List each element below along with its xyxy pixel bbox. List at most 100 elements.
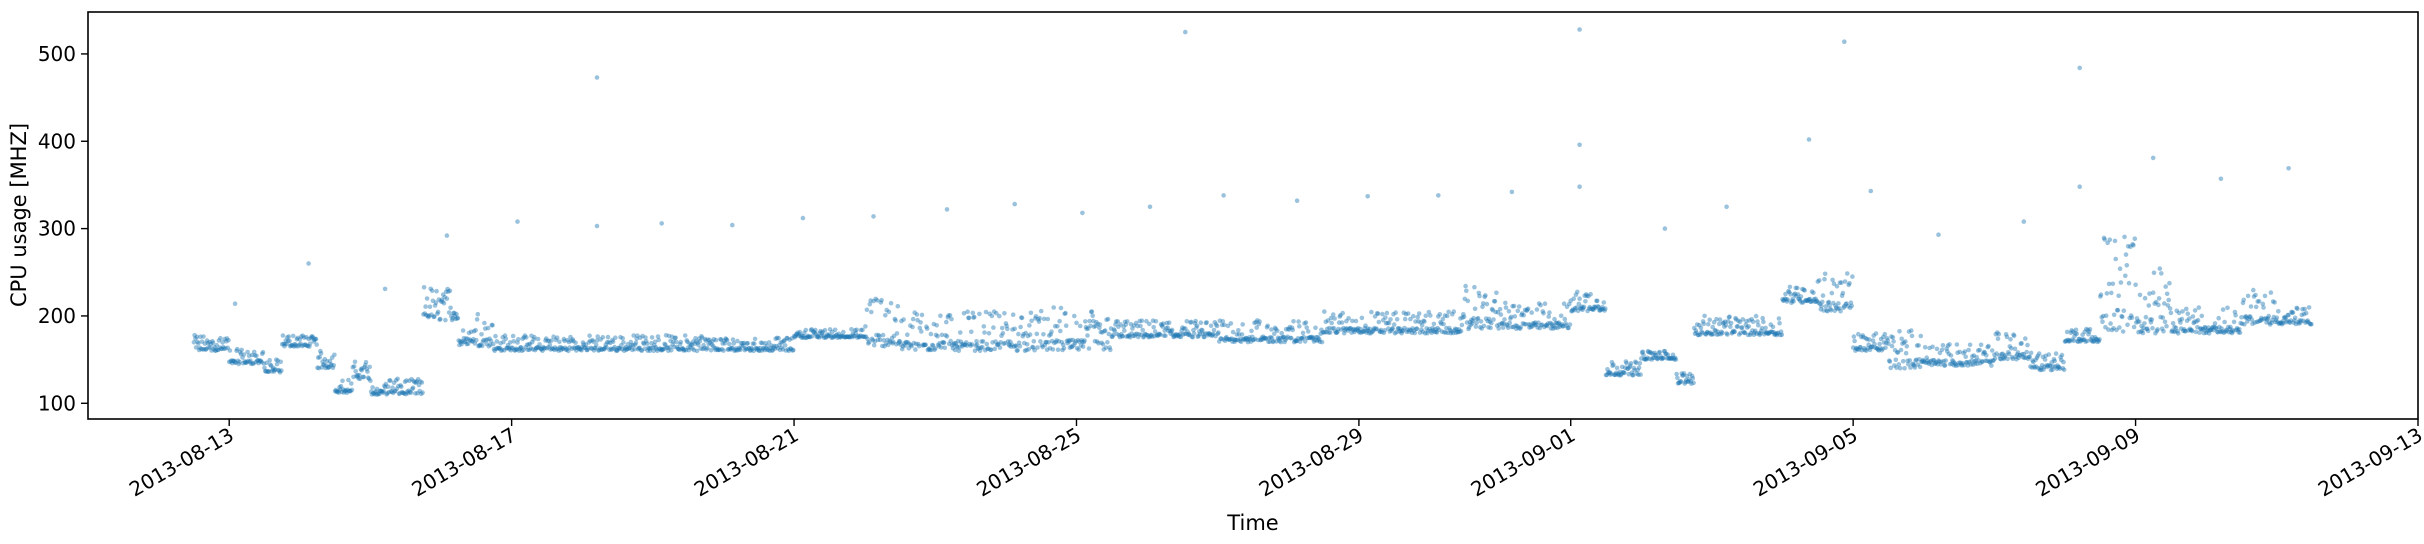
data-point xyxy=(737,346,742,352)
data-point xyxy=(939,332,945,338)
data-point xyxy=(1180,325,1185,330)
data-point xyxy=(2175,331,2181,336)
data-point xyxy=(1313,325,1318,331)
data-point xyxy=(1131,323,1137,328)
data-point xyxy=(245,349,250,355)
data-point xyxy=(1657,349,1662,355)
data-point xyxy=(512,348,517,353)
data-point xyxy=(1262,335,1268,341)
data-point xyxy=(2081,337,2086,342)
data-point xyxy=(2062,339,2068,344)
data-point xyxy=(1697,322,1702,328)
data-point xyxy=(1526,322,1532,327)
data-point xyxy=(781,338,787,344)
data-point xyxy=(1518,325,1523,330)
data-point xyxy=(514,347,520,352)
data-point xyxy=(1205,331,1210,336)
data-point xyxy=(1782,296,1788,302)
data-point xyxy=(1340,310,1345,316)
data-point xyxy=(502,333,508,338)
data-point xyxy=(362,365,367,370)
data-point xyxy=(1111,332,1116,338)
data-point xyxy=(1038,339,1043,344)
data-point xyxy=(1274,339,1279,344)
data-point xyxy=(1316,336,1322,342)
data-point xyxy=(1659,356,1665,362)
data-point xyxy=(1964,359,1969,365)
data-point xyxy=(1575,308,1581,314)
data-point xyxy=(339,389,345,395)
data-point xyxy=(1158,332,1163,338)
data-point xyxy=(617,346,623,351)
data-point xyxy=(1453,330,1459,336)
data-point xyxy=(1516,304,1522,309)
data-point xyxy=(1178,334,1184,340)
data-point xyxy=(1380,311,1385,317)
data-point xyxy=(1739,325,1744,331)
data-point xyxy=(2060,366,2066,371)
data-point xyxy=(1133,320,1139,326)
data-point xyxy=(1213,322,1219,327)
data-point xyxy=(2046,352,2052,357)
data-point xyxy=(816,335,822,340)
data-point xyxy=(1641,352,1646,358)
data-point xyxy=(1200,328,1205,333)
y-tick-label: 100 xyxy=(38,391,76,415)
data-point xyxy=(1300,330,1306,336)
data-point xyxy=(642,346,648,352)
data-point xyxy=(210,339,215,344)
data-point xyxy=(610,339,616,345)
data-point xyxy=(2166,297,2171,303)
data-point xyxy=(1300,336,1305,341)
data-point xyxy=(2210,324,2216,330)
data-point xyxy=(462,339,467,344)
data-point xyxy=(1057,318,1062,324)
data-point xyxy=(1879,348,1885,353)
data-point xyxy=(1333,329,1338,334)
data-point xyxy=(613,348,619,353)
data-point xyxy=(546,345,551,350)
data-point xyxy=(1389,326,1395,332)
data-point xyxy=(229,360,235,366)
data-point xyxy=(909,343,914,349)
data-point xyxy=(248,358,253,364)
data-point xyxy=(541,346,547,351)
data-point xyxy=(1975,361,1980,367)
data-point xyxy=(1771,330,1776,335)
data-point xyxy=(1261,334,1266,340)
data-point xyxy=(579,348,584,353)
data-point xyxy=(2131,243,2136,248)
data-point xyxy=(1998,356,2004,362)
data-point xyxy=(276,367,281,373)
data-point xyxy=(1283,337,1288,343)
data-point xyxy=(460,339,465,344)
data-point xyxy=(293,342,298,348)
data-point xyxy=(1099,330,1105,335)
data-point xyxy=(1252,336,1258,342)
data-point xyxy=(889,335,895,341)
data-point xyxy=(810,329,816,334)
data-point xyxy=(716,347,722,352)
data-point xyxy=(612,344,617,350)
data-point xyxy=(1161,321,1166,326)
data-point xyxy=(1405,311,1411,316)
data-point xyxy=(1392,330,1398,336)
data-point xyxy=(1586,306,1592,312)
data-point xyxy=(852,333,857,339)
data-point xyxy=(501,339,506,345)
data-point xyxy=(1833,303,1838,308)
data-point xyxy=(1241,336,1246,342)
data-point xyxy=(1690,376,1696,381)
data-point xyxy=(1358,330,1364,335)
data-point xyxy=(1608,372,1613,377)
data-point xyxy=(524,335,529,340)
data-point xyxy=(1505,323,1510,328)
data-point xyxy=(2198,326,2204,332)
data-point xyxy=(1742,330,1748,336)
data-point xyxy=(1561,301,1567,307)
data-point xyxy=(582,345,588,351)
data-point xyxy=(1196,333,1201,339)
data-point xyxy=(1265,323,1270,329)
data-point xyxy=(1852,338,1857,344)
data-point xyxy=(1675,381,1681,386)
